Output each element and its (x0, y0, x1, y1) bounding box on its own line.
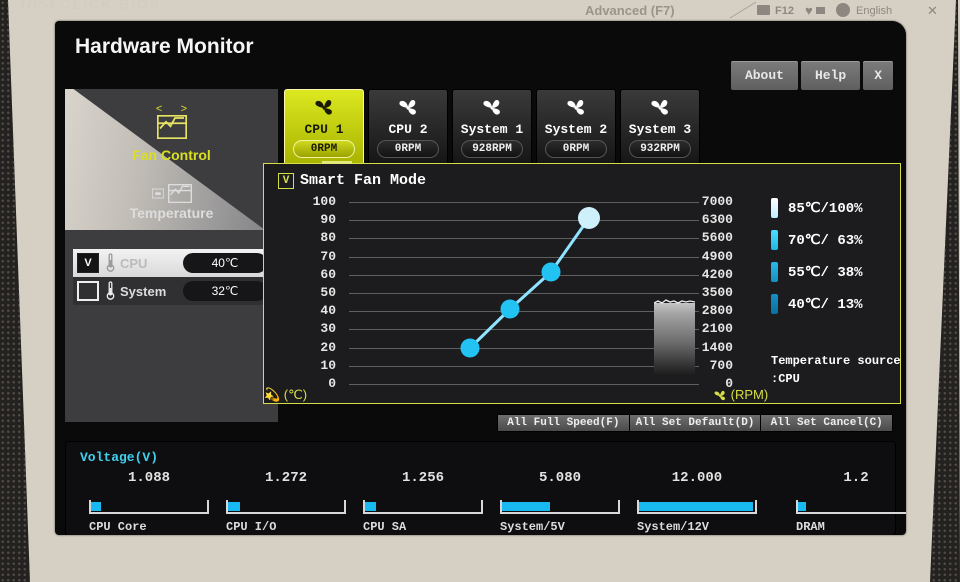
svg-text:✕: ✕ (927, 3, 938, 18)
svg-text:English: English (856, 5, 892, 17)
svg-text:♥: ♥ (805, 3, 813, 18)
svg-text:F12: F12 (775, 5, 794, 17)
